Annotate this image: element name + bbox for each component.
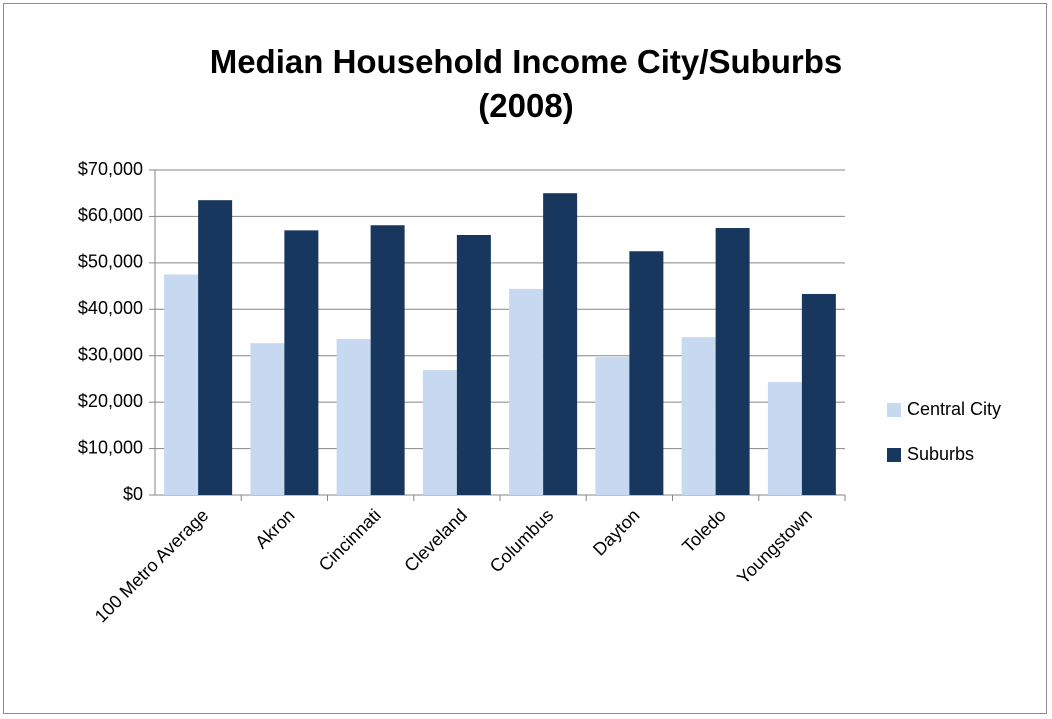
bar <box>284 230 319 495</box>
y-tick-label: $10,000 <box>78 437 143 457</box>
bar <box>715 228 750 496</box>
bar <box>681 337 716 495</box>
x-tick-label: Cincinnati <box>315 505 385 575</box>
chart-border <box>3 3 1047 714</box>
legend-label: Suburbs <box>907 444 974 464</box>
bar <box>370 225 405 495</box>
x-tick-label: Youngstown <box>733 505 816 588</box>
bar <box>543 193 578 495</box>
bar <box>629 251 664 495</box>
legend-label: Central City <box>907 399 1001 419</box>
bar <box>422 370 457 495</box>
bar <box>456 235 491 495</box>
x-tick-label: Dayton <box>589 505 643 559</box>
y-tick-label: $0 <box>123 484 143 504</box>
legend-swatch <box>887 403 901 417</box>
bar <box>767 382 802 495</box>
x-tick-label: 100 Metro Average <box>91 505 212 626</box>
y-tick-label: $70,000 <box>78 159 143 179</box>
x-tick-label: Cleveland <box>400 505 471 576</box>
bar <box>164 274 199 495</box>
bar <box>198 200 233 495</box>
bar <box>595 357 630 495</box>
x-tick-label: Toledo <box>678 505 730 557</box>
y-tick-label: $30,000 <box>78 344 143 364</box>
bar <box>801 293 836 495</box>
x-tick-label: Akron <box>251 505 298 552</box>
y-tick-label: $40,000 <box>78 298 143 318</box>
y-tick-label: $50,000 <box>78 252 143 272</box>
x-tick-label: Columbus <box>486 505 557 576</box>
bar <box>509 288 544 495</box>
bar <box>250 343 285 495</box>
legend-swatch <box>887 448 901 462</box>
bar <box>336 339 371 495</box>
chart-title: Median Household Income City/Suburbs (20… <box>209 43 843 124</box>
y-tick-label: $60,000 <box>78 205 143 225</box>
y-tick-label: $20,000 <box>78 391 143 411</box>
